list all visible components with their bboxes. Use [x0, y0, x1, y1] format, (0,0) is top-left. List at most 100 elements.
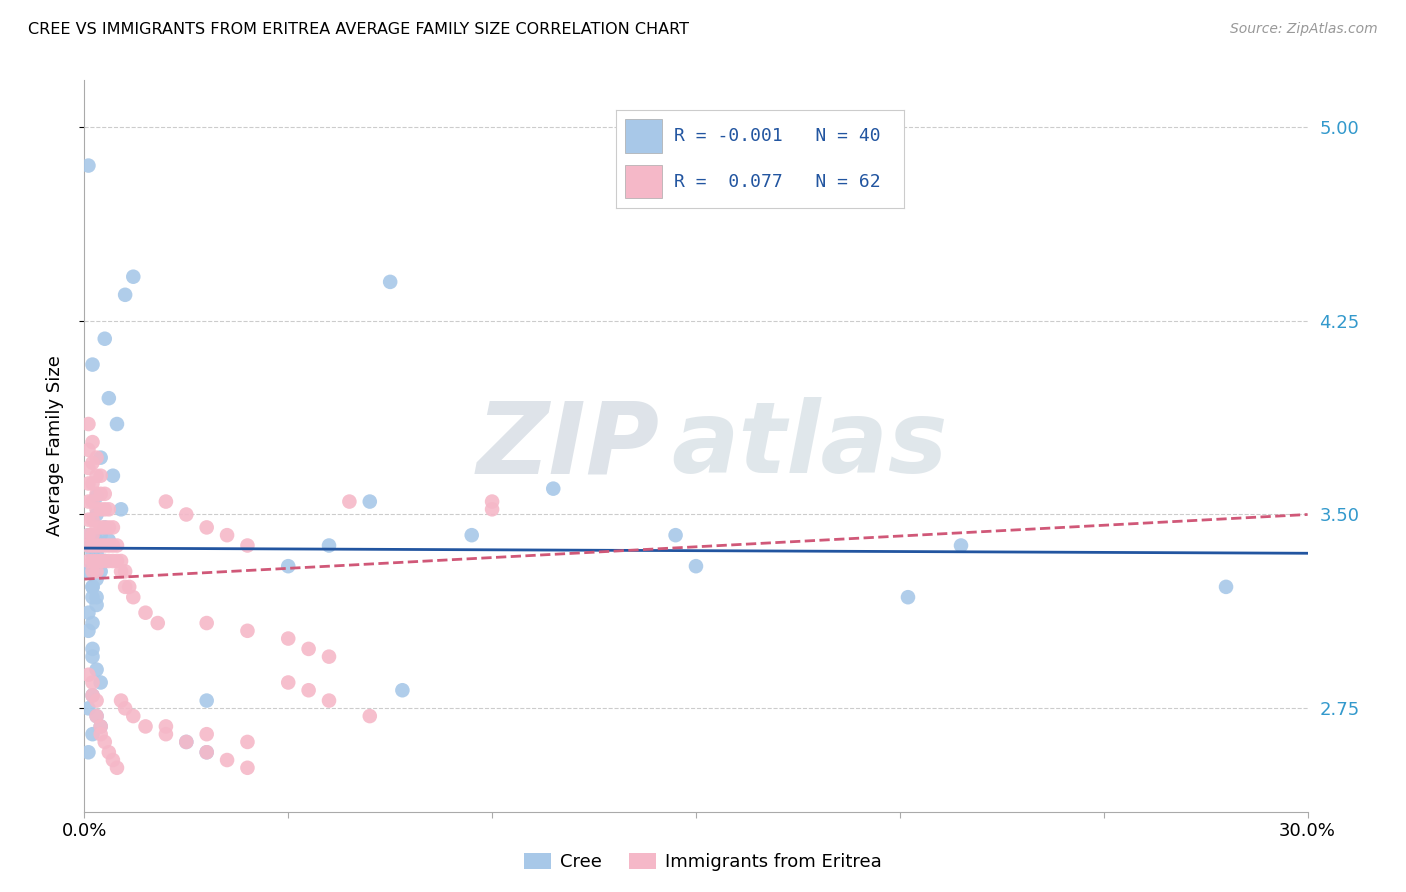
Point — [86, 709, 108, 723]
Point — [93, 520, 117, 534]
Point — [77, 701, 100, 715]
Point — [380, 275, 402, 289]
Point — [82, 689, 104, 703]
Point — [77, 565, 100, 579]
Point — [155, 727, 177, 741]
Point — [86, 693, 108, 707]
Bar — [626, 165, 662, 198]
Point — [217, 753, 239, 767]
Point — [82, 559, 104, 574]
Point — [82, 528, 104, 542]
Bar — [626, 120, 662, 153]
Point — [101, 539, 124, 553]
Point — [90, 539, 112, 553]
Point — [86, 591, 108, 605]
Point — [481, 502, 503, 516]
Point — [105, 539, 128, 553]
Point — [339, 494, 361, 508]
Point — [236, 735, 259, 749]
Point — [90, 487, 112, 501]
Point — [90, 450, 112, 465]
Point — [82, 565, 104, 579]
Point — [77, 159, 100, 173]
Point — [82, 358, 104, 372]
Point — [195, 745, 218, 759]
Point — [97, 745, 120, 759]
Point — [110, 693, 132, 707]
Point — [82, 494, 104, 508]
Point — [155, 719, 177, 733]
Point — [97, 533, 120, 548]
Point — [86, 546, 108, 560]
Point — [93, 332, 117, 346]
Point — [82, 559, 104, 574]
Point — [77, 539, 100, 553]
Point — [86, 468, 108, 483]
Point — [77, 667, 100, 681]
Point — [86, 450, 108, 465]
Point — [93, 520, 117, 534]
Point — [86, 539, 108, 553]
Point — [93, 554, 117, 568]
Point — [122, 269, 145, 284]
Point — [97, 539, 120, 553]
Point — [82, 727, 104, 741]
Point — [481, 494, 503, 508]
Point — [114, 580, 136, 594]
Point — [195, 693, 218, 707]
Point — [86, 533, 108, 548]
Point — [86, 554, 108, 568]
Point — [86, 572, 108, 586]
Point — [685, 559, 707, 574]
Point — [110, 554, 132, 568]
Point — [82, 649, 104, 664]
Point — [122, 591, 145, 605]
Point — [110, 565, 132, 579]
Point — [82, 456, 104, 470]
Point — [543, 482, 565, 496]
Point — [93, 502, 117, 516]
Point — [82, 675, 104, 690]
Point — [90, 675, 112, 690]
Point — [90, 719, 112, 733]
Point — [77, 539, 100, 553]
Point — [97, 520, 120, 534]
Text: ZIP: ZIP — [477, 398, 659, 494]
Point — [77, 494, 100, 508]
Point — [77, 417, 100, 431]
Point — [82, 689, 104, 703]
Point — [298, 683, 321, 698]
Point — [90, 554, 112, 568]
Point — [236, 624, 259, 638]
Point — [135, 719, 157, 733]
Point — [176, 735, 198, 749]
Point — [176, 735, 198, 749]
Point — [318, 649, 340, 664]
Point — [86, 490, 108, 504]
Point — [90, 468, 112, 483]
Point — [950, 539, 973, 553]
Point — [77, 528, 100, 542]
Text: R =  0.077   N = 62: R = 0.077 N = 62 — [673, 173, 880, 191]
Point — [93, 487, 117, 501]
Point — [90, 565, 112, 579]
Point — [665, 528, 688, 542]
Point — [77, 606, 100, 620]
Point — [86, 520, 108, 534]
Point — [318, 693, 340, 707]
Point — [93, 539, 117, 553]
Text: R = -0.001   N = 40: R = -0.001 N = 40 — [673, 128, 880, 145]
Point — [97, 391, 120, 405]
Point — [114, 565, 136, 579]
Point — [86, 663, 108, 677]
Point — [97, 554, 120, 568]
Point — [359, 494, 381, 508]
Point — [101, 468, 124, 483]
Point — [105, 761, 128, 775]
Point — [77, 461, 100, 475]
Point — [101, 520, 124, 534]
Point — [236, 539, 259, 553]
Point — [77, 624, 100, 638]
Point — [1215, 580, 1237, 594]
Point — [217, 528, 239, 542]
